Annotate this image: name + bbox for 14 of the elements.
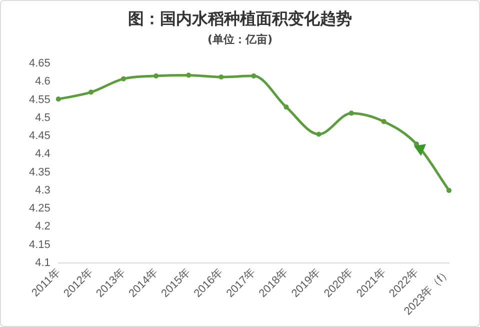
y-tick-label: 4.35: [28, 166, 50, 178]
chart-title: 图：国内水稻种植面积变化趋势: [127, 9, 353, 30]
y-tick-label: 4.15: [28, 238, 50, 251]
y-tick-label: 4.65: [28, 58, 50, 70]
y-tick-label: 4.6: [35, 76, 50, 88]
y-tick-label: 4.2: [35, 220, 50, 233]
y-tick-label: 4.45: [28, 130, 50, 142]
chart-subtitle: (单位：亿亩): [206, 32, 274, 47]
y-tick-label: 4.4: [35, 148, 50, 160]
y-tick-label: 4.3: [35, 184, 50, 196]
y-tick-label: 4.55: [28, 94, 50, 106]
y-tick-label: 4.1: [35, 256, 50, 269]
y-tick-label: 4.5: [35, 112, 50, 124]
y-tick-label: 4.25: [28, 202, 50, 215]
